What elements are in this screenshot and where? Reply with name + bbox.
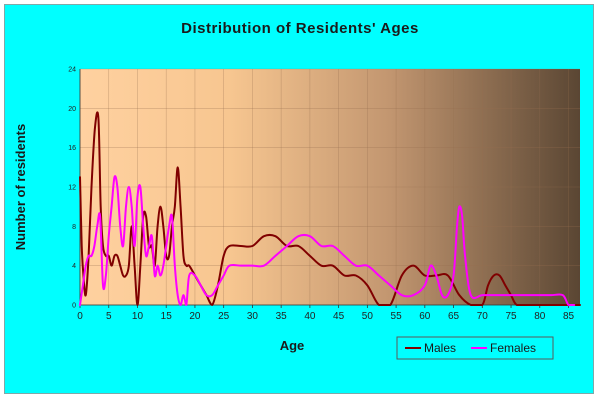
x-tick-label: 35 bbox=[276, 311, 288, 322]
y-tick-label: 20 bbox=[68, 106, 76, 113]
chart-svg: Distribution of Residents' Ages 0 4 8 12 16 2… bbox=[13, 20, 581, 360]
x-tick-label: 20 bbox=[189, 311, 201, 322]
series-line-females bbox=[79, 175, 576, 307]
x-tick-label: 25 bbox=[218, 311, 230, 322]
y-tick-label: 8 bbox=[72, 224, 76, 231]
x-tick-label: 10 bbox=[132, 311, 144, 322]
x-tick-label: 50 bbox=[362, 311, 374, 322]
series-lines bbox=[79, 111, 581, 307]
chart-title: Distribution of Residents' Ages bbox=[181, 20, 419, 37]
legend: Males Females bbox=[396, 336, 554, 360]
legend-label-males: Males bbox=[424, 341, 456, 355]
x-tick-label: 70 bbox=[477, 311, 489, 322]
y-tick-label: 0 bbox=[72, 303, 76, 310]
x-tick-label: 55 bbox=[391, 311, 403, 322]
legend-label-females: Females bbox=[490, 341, 536, 355]
x-axis-label: Age bbox=[280, 338, 305, 353]
x-tick-label: 75 bbox=[505, 311, 517, 322]
x-tick-label: 15 bbox=[161, 311, 173, 322]
x-tick-label: 5 bbox=[106, 311, 112, 322]
x-tick-label: 30 bbox=[247, 311, 259, 322]
y-tick-labels: 0 4 8 12 16 20 24 bbox=[68, 67, 76, 310]
y-tick-label: 16 bbox=[68, 145, 76, 152]
x-tick-labels: 0 5 10 15 20 25 30 35 40 45 50 55 60 65 70 75 80 85 bbox=[77, 311, 574, 322]
chart-frame: Distribution of Residents' Ages 0 4 8 12 16 2… bbox=[4, 4, 594, 394]
x-tick-label: 0 bbox=[77, 311, 83, 322]
x-tick-label: 40 bbox=[304, 311, 316, 322]
y-tick-label: 4 bbox=[72, 263, 76, 270]
x-tick-label: 85 bbox=[563, 311, 575, 322]
y-tick-label: 12 bbox=[68, 185, 76, 192]
x-tick-label: 60 bbox=[419, 311, 431, 322]
x-tick-label: 80 bbox=[534, 311, 546, 322]
y-axis-label: Number of residents bbox=[13, 124, 28, 250]
y-tick-label: 24 bbox=[68, 67, 76, 74]
x-tick-label: 65 bbox=[448, 311, 460, 322]
x-tick-label: 45 bbox=[333, 311, 345, 322]
